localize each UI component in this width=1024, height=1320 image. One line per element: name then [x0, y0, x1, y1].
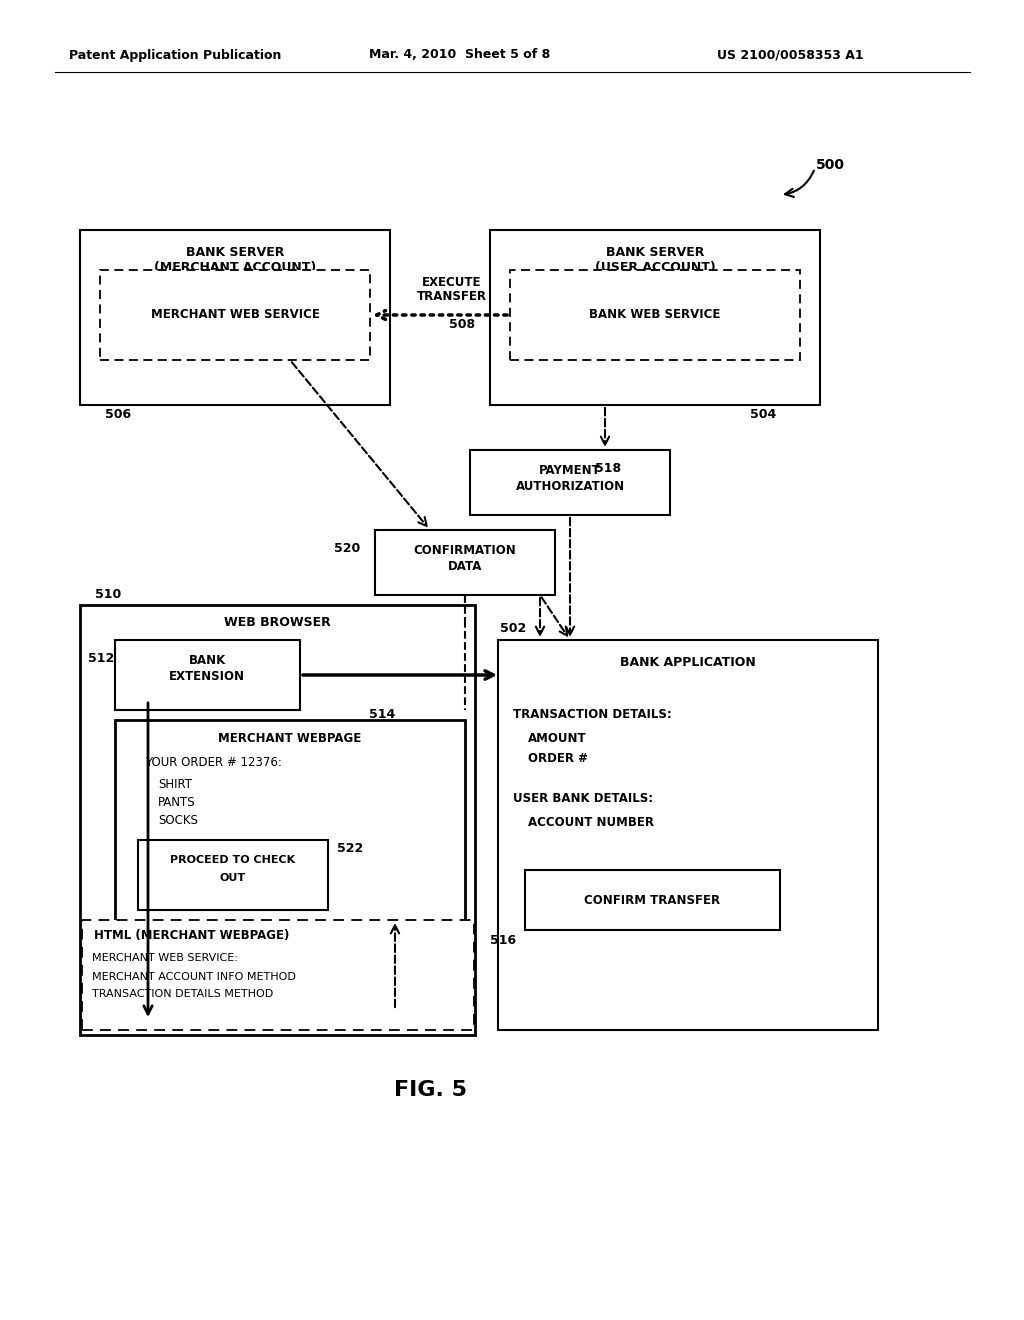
Bar [82, 920, 474, 1030]
Text: 522: 522 [337, 842, 364, 854]
Text: OUT: OUT [220, 873, 246, 883]
Bar [525, 870, 780, 931]
Text: SOCKS: SOCKS [158, 814, 198, 828]
Bar [510, 271, 800, 360]
Text: US 2100/0058353 A1: US 2100/0058353 A1 [717, 49, 863, 62]
Text: TRANSFER: TRANSFER [417, 290, 487, 304]
Text: YOUR ORDER # 12376:: YOUR ORDER # 12376: [145, 755, 282, 768]
Text: 508: 508 [449, 318, 475, 331]
Text: BANK APPLICATION: BANK APPLICATION [621, 656, 756, 668]
Text: 502: 502 [500, 622, 526, 635]
Text: MERCHANT WEBPAGE: MERCHANT WEBPAGE [218, 731, 361, 744]
Bar [80, 605, 475, 1035]
Text: Mar. 4, 2010  Sheet 5 of 8: Mar. 4, 2010 Sheet 5 of 8 [370, 49, 551, 62]
Text: 514: 514 [369, 709, 395, 722]
Text: Patent Application Publication: Patent Application Publication [69, 49, 282, 62]
Text: ACCOUNT NUMBER: ACCOUNT NUMBER [528, 816, 654, 829]
Text: MERCHANT WEB SERVICE:: MERCHANT WEB SERVICE: [92, 953, 238, 964]
Text: 510: 510 [95, 589, 121, 602]
Text: USER BANK DETAILS:: USER BANK DETAILS: [513, 792, 653, 804]
Bar [375, 531, 555, 595]
Text: EXTENSION: EXTENSION [169, 671, 245, 684]
Bar [100, 271, 370, 360]
Bar [115, 719, 465, 1010]
Text: BANK: BANK [188, 653, 225, 667]
Text: DATA: DATA [447, 561, 482, 573]
Text: 512: 512 [88, 652, 115, 664]
Text: EXECUTE: EXECUTE [422, 276, 481, 289]
Text: TRANSACTION DETAILS METHOD: TRANSACTION DETAILS METHOD [92, 989, 273, 999]
Text: 520: 520 [334, 541, 360, 554]
Text: 518: 518 [595, 462, 622, 474]
Text: BANK SERVER: BANK SERVER [606, 246, 705, 259]
Text: (MERCHANT ACCOUNT): (MERCHANT ACCOUNT) [154, 261, 316, 275]
Text: PAYMENT: PAYMENT [539, 463, 601, 477]
Text: 506: 506 [105, 408, 131, 421]
Bar [498, 640, 878, 1030]
Text: (USER ACCOUNT): (USER ACCOUNT) [595, 261, 716, 275]
Text: ORDER #: ORDER # [528, 751, 588, 764]
Text: FIG. 5: FIG. 5 [393, 1080, 467, 1100]
Text: MERCHANT ACCOUNT INFO METHOD: MERCHANT ACCOUNT INFO METHOD [92, 972, 296, 982]
Text: BANK SERVER: BANK SERVER [185, 246, 285, 259]
Text: AUTHORIZATION: AUTHORIZATION [515, 480, 625, 494]
Text: PROCEED TO CHECK: PROCEED TO CHECK [170, 855, 296, 865]
Text: BANK WEB SERVICE: BANK WEB SERVICE [590, 309, 721, 322]
Text: SHIRT: SHIRT [158, 779, 193, 792]
Text: CONFIRM TRANSFER: CONFIRM TRANSFER [584, 894, 720, 907]
Text: WEB BROWSER: WEB BROWSER [223, 616, 331, 630]
Bar [138, 840, 328, 909]
Bar [470, 450, 670, 515]
Bar [80, 230, 390, 405]
Text: TRANSACTION DETAILS:: TRANSACTION DETAILS: [513, 709, 672, 722]
Text: MERCHANT WEB SERVICE: MERCHANT WEB SERVICE [151, 309, 319, 322]
Text: AMOUNT: AMOUNT [528, 731, 587, 744]
Text: 516: 516 [490, 933, 516, 946]
Text: PANTS: PANTS [158, 796, 196, 809]
Bar [490, 230, 820, 405]
Text: 500: 500 [815, 158, 845, 172]
Bar [115, 640, 300, 710]
Text: CONFIRMATION: CONFIRMATION [414, 544, 516, 557]
Text: 504: 504 [750, 408, 776, 421]
Text: HTML (MERCHANT WEBPAGE): HTML (MERCHANT WEBPAGE) [94, 929, 290, 942]
